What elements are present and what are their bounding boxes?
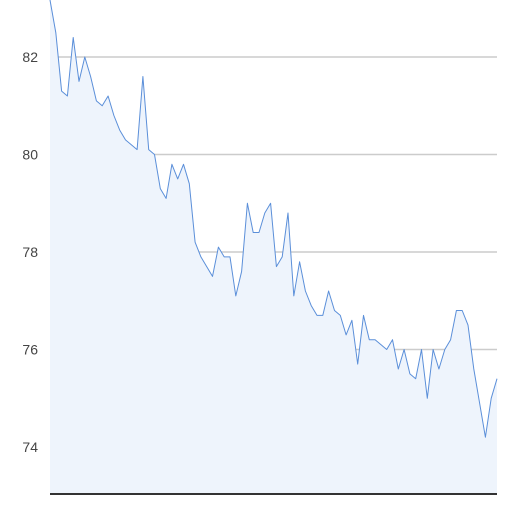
series-area-layer xyxy=(50,0,497,494)
y-tick-label-80: 80 xyxy=(22,147,38,163)
y-tick-label-78: 78 xyxy=(22,244,38,260)
series-line xyxy=(49,0,498,438)
y-tick-label-74: 74 xyxy=(22,439,38,455)
y-tick-label-82: 82 xyxy=(22,49,38,65)
series-area xyxy=(50,0,497,494)
y-tick-label-76: 76 xyxy=(22,342,38,358)
y-axis-tick-labels: 74 76 78 80 82 xyxy=(22,49,38,455)
series-line-layer xyxy=(49,0,498,438)
